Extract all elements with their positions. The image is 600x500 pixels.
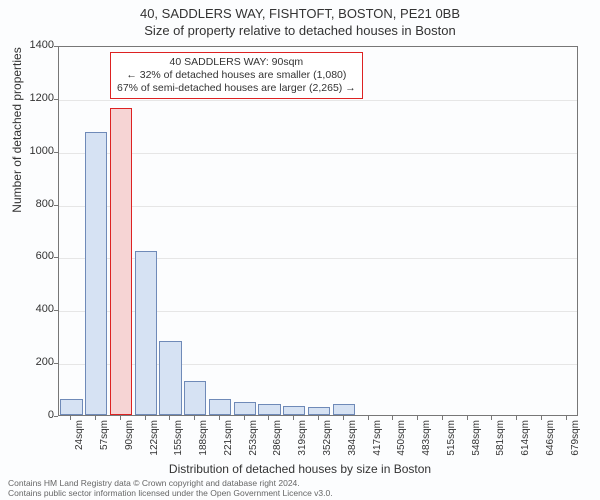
ytick-label: 400 [14, 303, 54, 315]
gridline [59, 206, 577, 207]
xtick-mark [95, 416, 96, 420]
x-axis-label: Distribution of detached houses by size … [0, 462, 600, 476]
xtick-label: 646sqm [545, 420, 556, 460]
footer: Contains HM Land Registry data © Crown c… [8, 478, 333, 498]
xtick-mark [368, 416, 369, 420]
xtick-label: 450sqm [396, 420, 407, 460]
xtick-label: 221sqm [223, 420, 234, 460]
xtick-mark [516, 416, 517, 420]
xtick-label: 188sqm [198, 420, 209, 460]
bar [234, 402, 256, 415]
xtick-mark [70, 416, 71, 420]
xtick-label: 417sqm [372, 420, 383, 460]
xtick-mark [145, 416, 146, 420]
gridline [59, 100, 577, 101]
xtick-label: 286sqm [272, 420, 283, 460]
xtick-mark [219, 416, 220, 420]
xtick-label: 90sqm [124, 420, 135, 460]
bar [159, 341, 181, 415]
xtick-label: 515sqm [446, 420, 457, 460]
ytick-label: 0 [14, 409, 54, 421]
bar [184, 381, 206, 415]
xtick-label: 581sqm [495, 420, 506, 460]
bar [333, 404, 355, 415]
title-subtitle: Size of property relative to detached ho… [0, 21, 600, 38]
xtick-label: 57sqm [99, 420, 110, 460]
ytick-mark [54, 363, 58, 364]
xtick-mark [417, 416, 418, 420]
xtick-mark [343, 416, 344, 420]
gridline [59, 153, 577, 154]
ytick-mark [54, 205, 58, 206]
xtick-label: 122sqm [149, 420, 160, 460]
xtick-label: 319sqm [297, 420, 308, 460]
y-axis-label: Number of detached properties [10, 30, 24, 230]
plot-area [58, 46, 578, 416]
xtick-label: 155sqm [173, 420, 184, 460]
xtick-mark [120, 416, 121, 420]
bar [85, 132, 107, 415]
bar [258, 404, 280, 415]
xtick-label: 253sqm [248, 420, 259, 460]
bar [283, 406, 305, 415]
xtick-mark [491, 416, 492, 420]
xtick-label: 384sqm [347, 420, 358, 460]
annotation-line2: ← 32% of detached houses are smaller (1,… [117, 69, 356, 82]
xtick-mark [442, 416, 443, 420]
annotation-line3: 67% of semi-detached houses are larger (… [117, 82, 356, 95]
footer-line1: Contains HM Land Registry data © Crown c… [8, 478, 333, 488]
bar [135, 251, 157, 415]
xtick-mark [194, 416, 195, 420]
xtick-mark [169, 416, 170, 420]
xtick-mark [268, 416, 269, 420]
annotation-line1: 40 SADDLERS WAY: 90sqm [117, 56, 356, 69]
ytick-mark [54, 257, 58, 258]
xtick-mark [244, 416, 245, 420]
ytick-label: 200 [14, 356, 54, 368]
xtick-mark [392, 416, 393, 420]
annotation-box: 40 SADDLERS WAY: 90sqm ← 32% of detached… [110, 52, 363, 99]
chart-container: 40, SADDLERS WAY, FISHTOFT, BOSTON, PE21… [0, 0, 600, 500]
bar [60, 399, 82, 415]
xtick-label: 548sqm [471, 420, 482, 460]
bar [209, 399, 231, 415]
ytick-mark [54, 416, 58, 417]
xtick-mark [541, 416, 542, 420]
xtick-label: 24sqm [74, 420, 85, 460]
ytick-mark [54, 310, 58, 311]
ytick-label: 600 [14, 250, 54, 262]
ytick-mark [54, 152, 58, 153]
title-address: 40, SADDLERS WAY, FISHTOFT, BOSTON, PE21… [0, 0, 600, 21]
xtick-label: 679sqm [570, 420, 581, 460]
xtick-mark [318, 416, 319, 420]
xtick-mark [293, 416, 294, 420]
xtick-label: 483sqm [421, 420, 432, 460]
xtick-mark [467, 416, 468, 420]
xtick-label: 352sqm [322, 420, 333, 460]
ytick-mark [54, 99, 58, 100]
bar [308, 407, 330, 415]
xtick-mark [566, 416, 567, 420]
bar [110, 108, 132, 415]
footer-line2: Contains public sector information licen… [8, 488, 333, 498]
xtick-label: 614sqm [520, 420, 531, 460]
ytick-mark [54, 46, 58, 47]
